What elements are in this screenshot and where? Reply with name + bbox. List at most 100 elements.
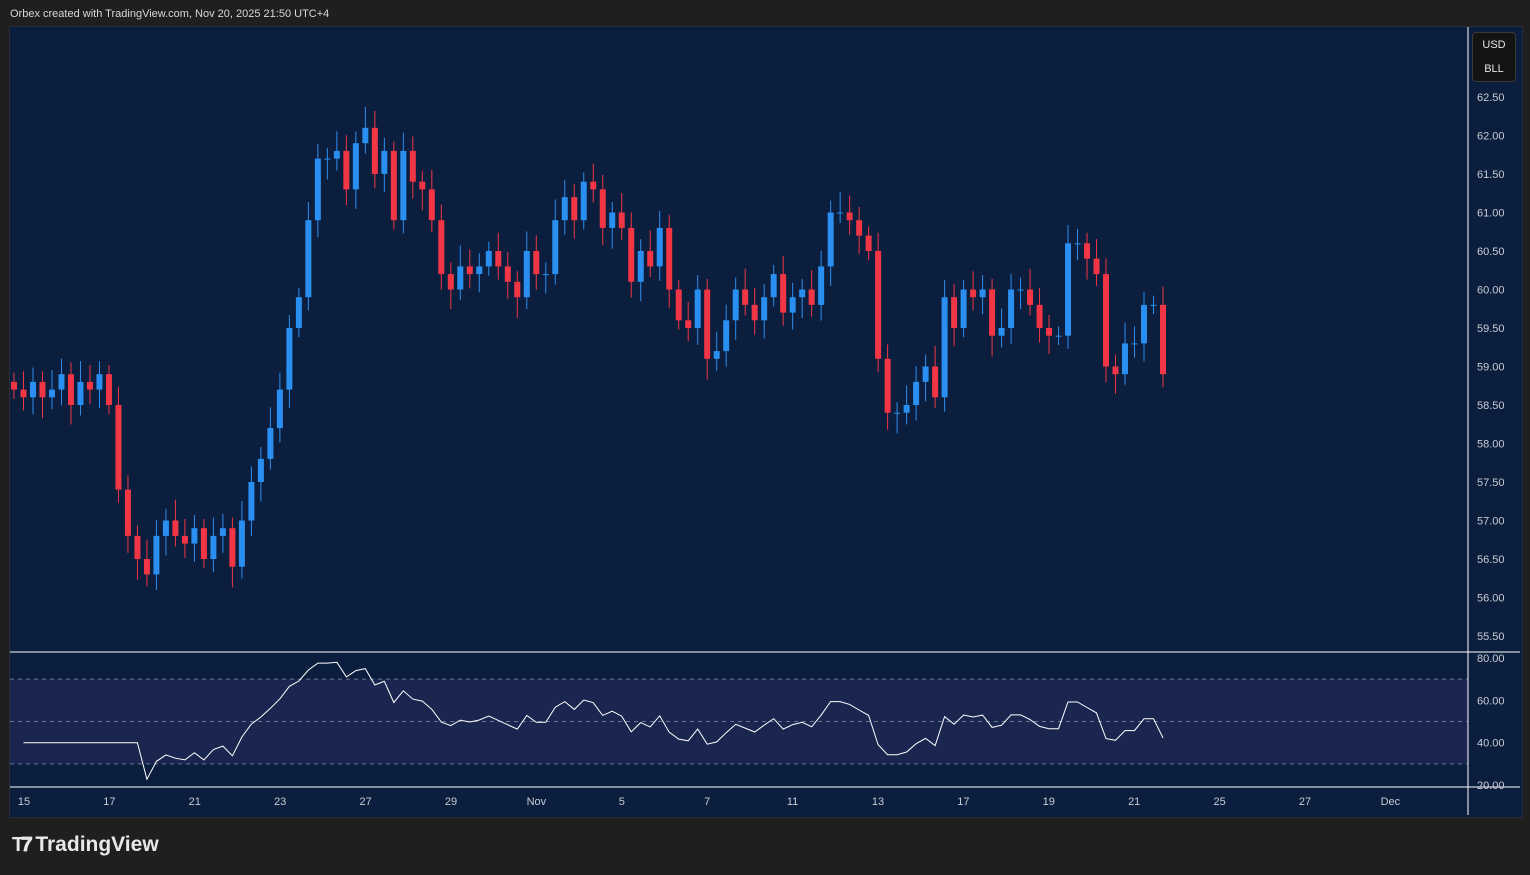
candle-body bbox=[409, 150, 416, 182]
time-tick: 11 bbox=[787, 796, 798, 808]
candle-body bbox=[751, 304, 758, 321]
candle-body bbox=[742, 289, 749, 305]
candle-body bbox=[770, 274, 777, 298]
candle-body bbox=[485, 251, 492, 267]
candle-body bbox=[381, 150, 388, 174]
candle-body bbox=[799, 289, 806, 298]
candle-body bbox=[675, 289, 682, 321]
candle-body bbox=[1017, 289, 1024, 291]
badge-currency: USD bbox=[1482, 39, 1506, 51]
candle-body bbox=[267, 428, 274, 459]
candle-body bbox=[865, 235, 872, 251]
price-tick: 61.50 bbox=[1477, 169, 1505, 181]
candle-body bbox=[1065, 243, 1072, 336]
candle-body bbox=[571, 197, 578, 221]
candle-body bbox=[276, 389, 283, 429]
candle-body bbox=[1141, 304, 1148, 344]
price-tick: 62.00 bbox=[1477, 131, 1505, 143]
candle-body bbox=[457, 266, 464, 290]
candle-body bbox=[932, 366, 939, 398]
candle-body bbox=[428, 189, 435, 221]
candle-body bbox=[134, 535, 141, 559]
candle-body bbox=[1150, 304, 1157, 306]
candle-body bbox=[1036, 304, 1043, 328]
time-tick: 7 bbox=[704, 796, 710, 808]
candle-body bbox=[96, 374, 103, 390]
time-tick: 27 bbox=[1299, 796, 1311, 808]
candle-body bbox=[561, 197, 568, 221]
candle-body bbox=[533, 251, 540, 275]
tradingview-logo[interactable]: T𝟕 TradingView bbox=[12, 833, 159, 857]
tradingview-logo-icon: T𝟕 bbox=[12, 833, 32, 856]
candle-body bbox=[371, 127, 378, 174]
symbol-badge[interactable]: USD BLL bbox=[1472, 32, 1516, 82]
candle-body bbox=[875, 251, 882, 359]
candle-body bbox=[989, 289, 996, 336]
candle-body bbox=[713, 351, 720, 359]
candle-body bbox=[352, 143, 359, 190]
candle-body bbox=[694, 289, 701, 328]
price-tick: 58.50 bbox=[1477, 400, 1505, 412]
candle-body bbox=[656, 227, 663, 267]
candle-body bbox=[1160, 304, 1166, 375]
candle-body bbox=[200, 528, 207, 559]
badge-symbol: BLL bbox=[1484, 63, 1504, 75]
candle-body bbox=[219, 528, 226, 536]
candle-body bbox=[39, 381, 46, 398]
candle-body bbox=[314, 158, 321, 221]
candle-body bbox=[495, 251, 502, 267]
price-tick: 58.00 bbox=[1477, 439, 1505, 451]
price-tick: 56.50 bbox=[1477, 554, 1505, 566]
price-tick: 57.00 bbox=[1477, 516, 1505, 528]
candle-body bbox=[599, 189, 606, 228]
price-tick: 59.00 bbox=[1477, 362, 1505, 374]
candle-body bbox=[818, 266, 825, 305]
candle-body bbox=[998, 328, 1005, 336]
rsi-line bbox=[23, 661, 1164, 781]
candle-body bbox=[1074, 243, 1081, 245]
candle-body bbox=[580, 181, 587, 221]
candle-body bbox=[542, 274, 549, 276]
time-tick: 21 bbox=[1128, 796, 1140, 808]
time-tick: 17 bbox=[103, 796, 115, 808]
candle-body bbox=[1084, 243, 1091, 259]
candle-body bbox=[248, 482, 255, 521]
price-tick: 60.00 bbox=[1477, 285, 1505, 297]
rsi-tick: 20.00 bbox=[1477, 780, 1505, 792]
logo-text: TradingView bbox=[35, 833, 159, 856]
price-tick: 57.50 bbox=[1477, 477, 1505, 489]
candle-body bbox=[846, 212, 853, 221]
candle-body bbox=[960, 289, 967, 328]
time-tick: 19 bbox=[1043, 796, 1055, 808]
candle-body bbox=[685, 320, 692, 328]
candle-body bbox=[86, 381, 93, 390]
candle-body bbox=[1055, 335, 1062, 337]
candle-body bbox=[590, 181, 597, 190]
candle-body bbox=[105, 374, 112, 405]
candle-body bbox=[29, 381, 36, 398]
time-tick: 5 bbox=[619, 796, 625, 808]
price-tick: 60.50 bbox=[1477, 246, 1505, 258]
candle-body bbox=[761, 297, 768, 321]
time-tick: 15 bbox=[18, 796, 30, 808]
candle-body bbox=[837, 212, 844, 214]
candle-body bbox=[124, 489, 131, 536]
candle-body bbox=[1008, 289, 1015, 328]
candle-body bbox=[466, 266, 473, 275]
candle-body bbox=[827, 212, 834, 267]
candle-body bbox=[609, 212, 616, 228]
candle-body bbox=[77, 381, 84, 405]
candle-body bbox=[970, 289, 977, 298]
candle-body bbox=[438, 220, 445, 275]
price-tick: 56.00 bbox=[1477, 593, 1505, 605]
candle-body bbox=[324, 158, 331, 160]
candle-body bbox=[48, 389, 55, 398]
candle-body bbox=[514, 281, 521, 298]
rsi-tick: 80.00 bbox=[1477, 653, 1505, 665]
time-tick: 27 bbox=[359, 796, 371, 808]
time-tick: 23 bbox=[274, 796, 286, 808]
price-tick: 62.50 bbox=[1477, 92, 1505, 104]
candle-body bbox=[1131, 343, 1138, 345]
candle-body bbox=[390, 150, 397, 221]
